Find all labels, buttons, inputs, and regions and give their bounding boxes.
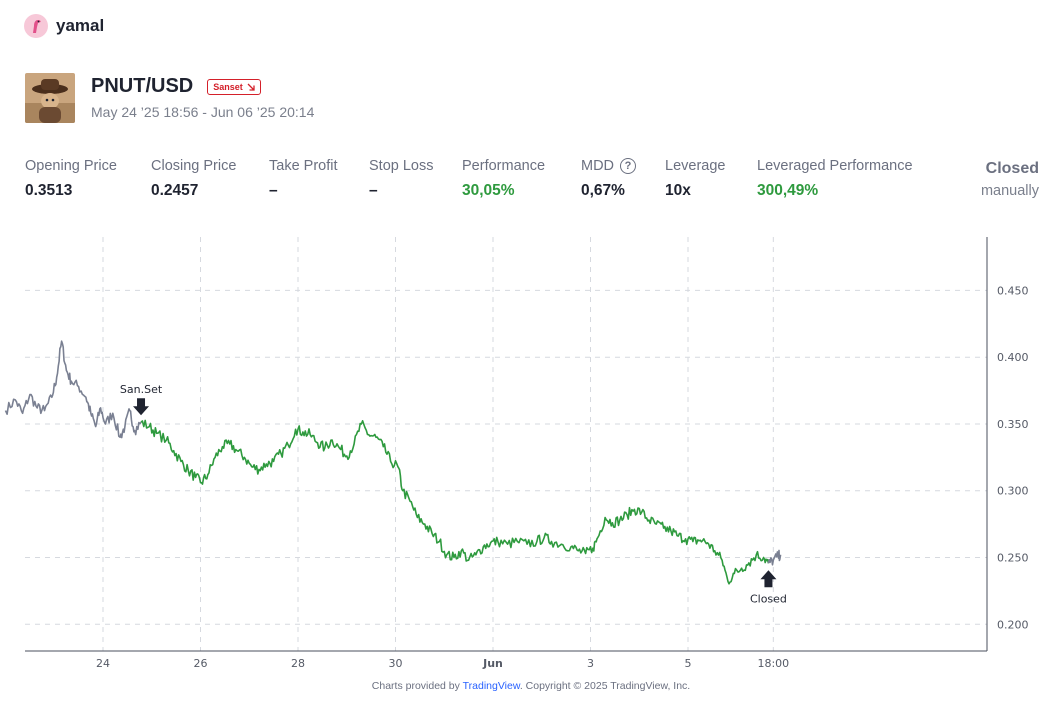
price-chart[interactable]: 0.200 0.250 0.300 0.350 0.400 0.450 24 26 28 30 J… [0,225,1062,675]
y-tick-label: 0.400 [997,351,1029,364]
stat-value: – [269,182,278,199]
brand[interactable]: yamal [24,14,104,38]
credit-prefix: Charts provided by [371,680,463,692]
series-line [767,549,782,566]
horizontal-gridlines [25,289,987,625]
x-tick-label: Jun [482,657,503,670]
y-tick-label: 0.200 [997,618,1029,631]
y-tick-label: 0.450 [997,284,1029,297]
avatar [25,73,75,123]
stat-performance: Performance 30,05% [462,158,545,200]
stat-value: 300,49% [757,182,819,199]
stat-label: Opening Price [25,158,117,174]
closed-title: Closed [985,160,1039,177]
vertical-gridlines [102,237,774,651]
series-line [4,340,142,439]
x-tick-label: 5 [685,657,692,670]
stat-label: Closing Price [151,158,237,174]
y-tick-label: 0.350 [997,418,1029,431]
stat-take-profit: Take Profit – [269,158,338,200]
x-tick-label: 26 [194,657,208,670]
stat-label: Take Profit [269,158,338,174]
stat-opening-price: Opening Price 0.3513 [25,158,117,200]
stat-value: 0.3513 [25,182,73,199]
y-tick-labels: 0.200 0.250 0.300 0.350 0.400 0.450 [997,284,1029,631]
badge-label: Sanset [213,81,243,92]
y-tick-label: 0.250 [997,552,1029,565]
stat-value: 30,05% [462,182,515,199]
stat-label: Stop Loss [369,158,434,174]
x-tick-label: 24 [96,657,110,670]
entry-annotation-label: San.Set [120,383,163,396]
stat-value: – [369,182,378,199]
stat-value: 10x [665,182,691,199]
closed-status: Closed manually [981,160,1039,199]
stat-closing-price: Closing Price 0.2457 [151,158,236,200]
brand-name: yamal [56,16,105,35]
stat-stop-loss: Stop Loss – [369,158,434,200]
yamal-logo-icon [24,14,48,38]
closed-subtitle: manually [980,183,1039,199]
tradingview-link[interactable]: TradingView [462,680,520,692]
trade-annotations: San.Set Closed [120,383,787,605]
stat-label: Leverage [665,158,726,174]
stat-value: 0.2457 [151,182,199,199]
trade-dates: May 24 ’25 18:56 - Jun 06 ’25 20:14 [91,104,315,120]
x-tick-labels: 24 26 28 30 Jun 3 5 18:00 [96,657,789,670]
x-tick-label: 28 [291,657,305,670]
x-tick-label: 30 [389,657,403,670]
help-icon[interactable]: ? [620,158,637,174]
stat-value: 0,67% [581,182,625,199]
series-line [140,419,770,585]
chart-credit: Charts provided by TradingView. Copyrigh… [0,680,1062,692]
y-tick-label: 0.300 [997,485,1029,498]
x-tick-label: 18:00 [757,657,789,670]
trade-header: PNUT/USD Sanset May 24 ’25 18:56 - Jun 0… [25,73,314,123]
stat-label: MDD [581,158,615,174]
exit-annotation-label: Closed [750,592,787,605]
price-series [4,340,782,585]
stat-leveraged-performance: Leveraged Performance 300,49% [757,158,913,200]
credit-suffix: . Copyright © 2025 TradingView, Inc. [519,680,691,692]
x-tick-label: 3 [587,657,594,670]
stat-label: Leveraged Performance [757,158,913,174]
pair-title: PNUT/USD [91,75,194,97]
entry-arrow-icon [133,398,150,416]
stat-leverage: Leverage 10x [665,158,725,200]
stat-label: Performance [462,158,546,174]
sanset-badge[interactable]: Sanset [207,78,261,95]
stat-mdd: MDD ? 0,67% [581,158,637,200]
arrow-down-right-icon [247,83,255,91]
exit-arrow-icon [760,570,777,588]
